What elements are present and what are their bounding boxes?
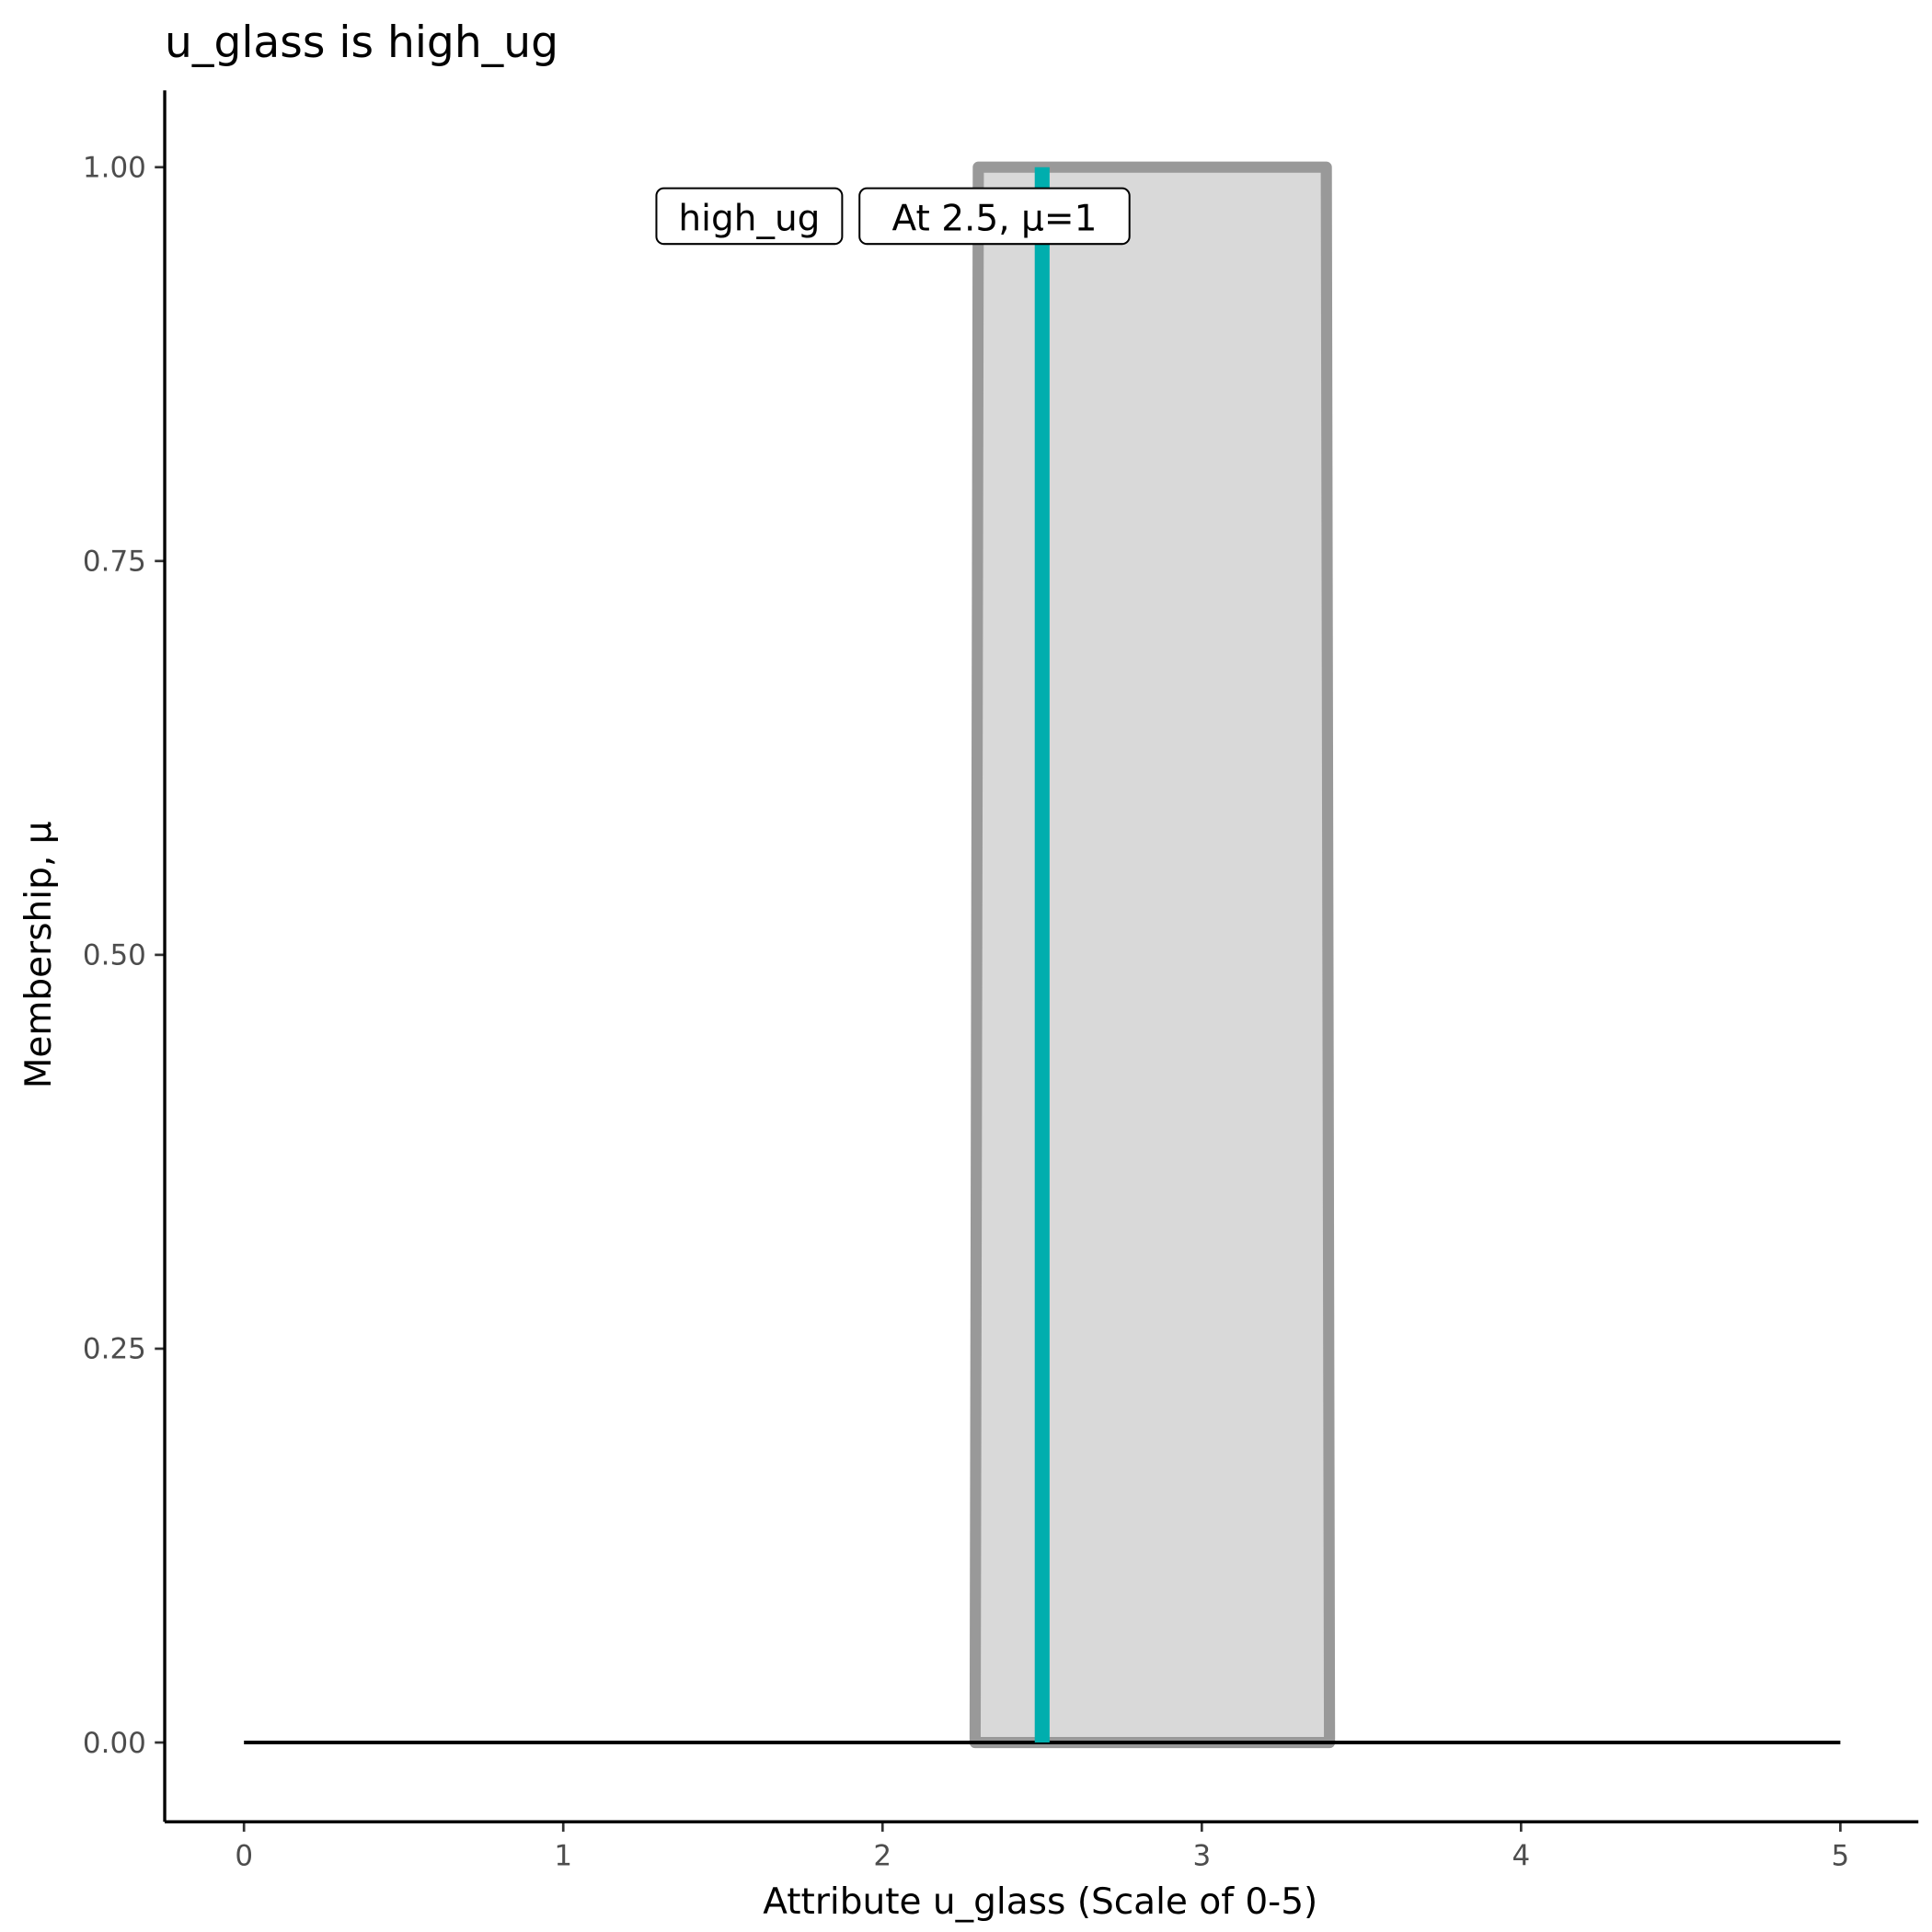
y-tick-label: 0.25 [83,1333,146,1366]
annotation-text: At 2.5, μ=1 [892,198,1098,239]
membership-area-high-ug [969,161,1336,1749]
annotation-box [655,187,844,246]
chart-title: u_glass is high_ug [165,17,558,68]
y-tick-label: 0.75 [83,546,146,579]
x-axis-label: Attribute u_glass (Scale of 0-5) [763,1881,1317,1923]
x-tick-label: 1 [554,1839,572,1872]
x-tick-label: 3 [1192,1839,1211,1872]
annotation-box [858,187,1131,246]
x-tick-label: 5 [1832,1839,1850,1872]
y-tick-label: 0.00 [83,1727,146,1760]
y-tick-label: 0.50 [83,939,146,972]
annotation-label-set-name: high_ug [655,187,844,246]
annotation-text: high_ug [678,198,820,239]
y-tick-label: 1.00 [83,152,146,185]
x-tick-label: 2 [873,1839,891,1872]
annotation-label-value: At 2.5, μ=1 [858,187,1131,246]
x-tick-label: 4 [1512,1839,1530,1872]
x-tick-label: 0 [235,1839,253,1872]
y-axis-label: Membership, μ [18,821,60,1088]
